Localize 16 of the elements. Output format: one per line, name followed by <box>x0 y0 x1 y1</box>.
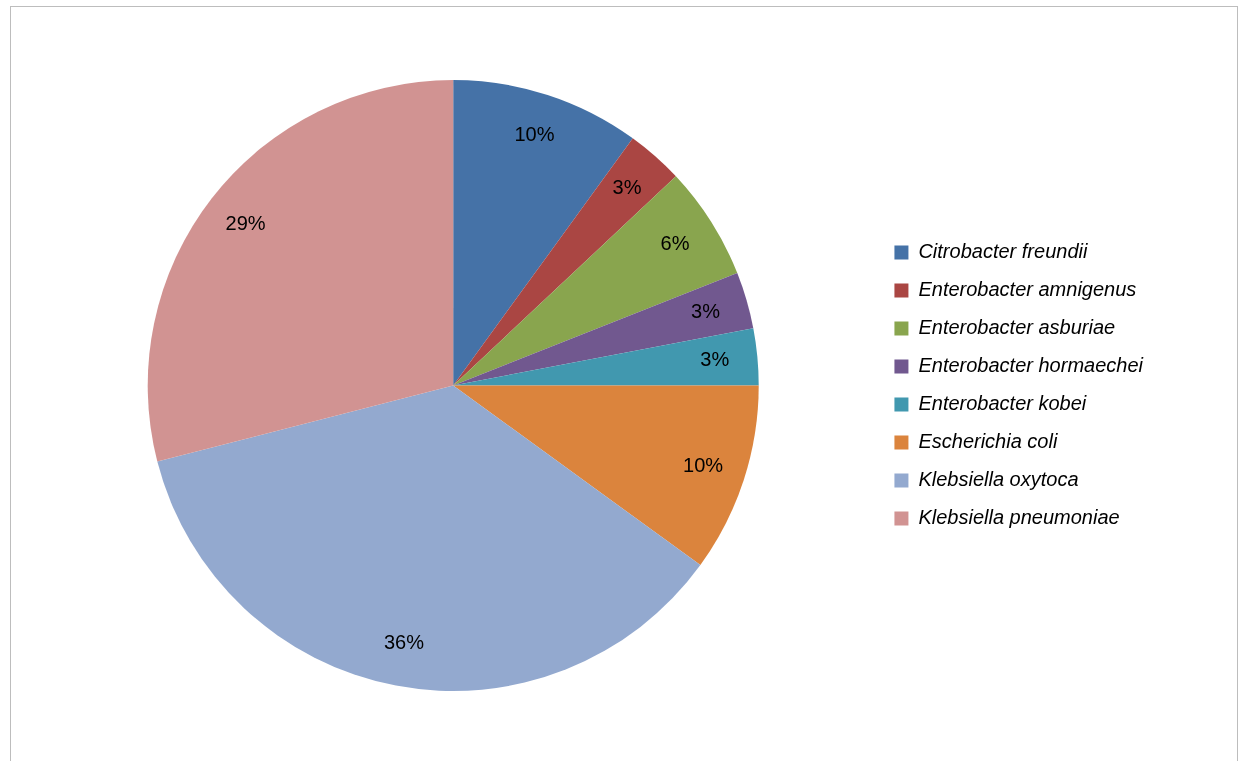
data-label: 10% <box>514 123 555 146</box>
legend-label: Klebsiella pneumoniae <box>918 506 1120 529</box>
data-label: 29% <box>225 211 266 234</box>
legend-label: Enterobacter amnigenus <box>918 278 1137 301</box>
data-label: 10% <box>683 454 724 477</box>
legend-label: Escherichia coli <box>918 430 1058 453</box>
data-label: 3% <box>691 299 721 322</box>
legend-label: Klebsiella oxytoca <box>918 468 1079 491</box>
data-label: 6% <box>660 232 690 255</box>
data-label: 36% <box>383 631 425 654</box>
legend-label: Enterobacter asburiae <box>918 316 1116 339</box>
legend-label: Citrobacter freundii <box>918 240 1088 263</box>
data-label: 3% <box>700 348 730 371</box>
legend-label: Enterobacter kobei <box>918 392 1087 415</box>
data-label: 3% <box>612 175 642 198</box>
legend-label: Enterobacter hormaechei <box>918 354 1144 377</box>
